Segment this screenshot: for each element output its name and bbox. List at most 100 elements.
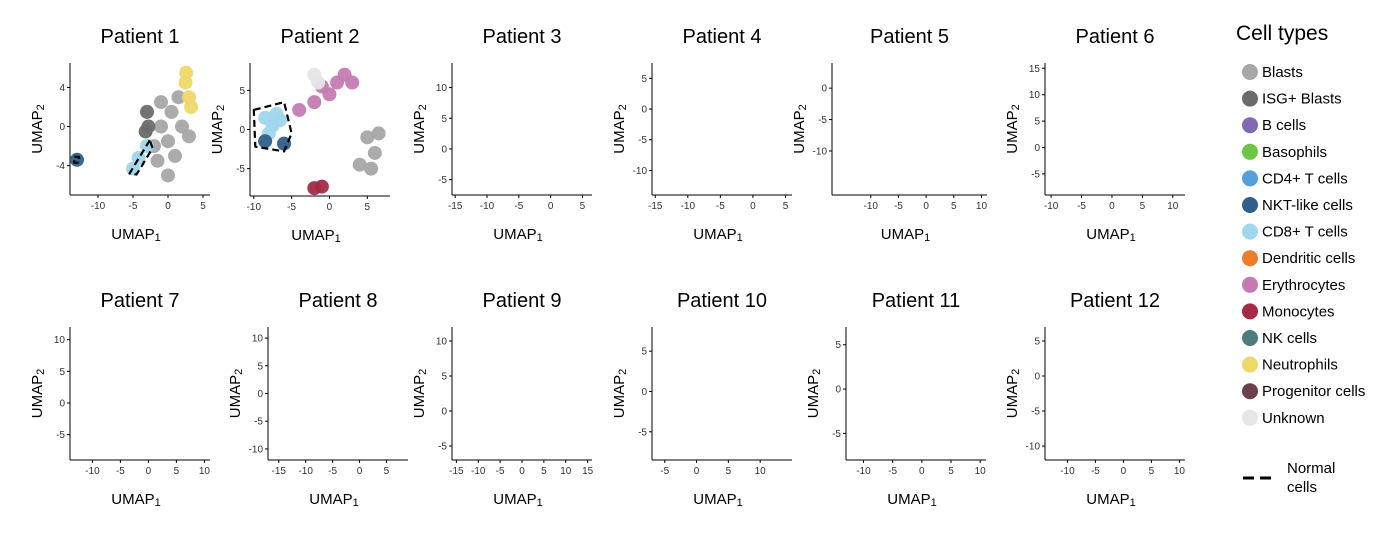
patient-panel: Patient 8 -15 -10 -5 0 5 -10 -5 0 5 10 UMAP1 UMAP2: [227, 290, 408, 509]
patient-panel: Patient 3 -15 -10 -5 0 5 -5 0 5 10 UMAP1 UMAP2: [411, 26, 592, 244]
y-tick-label: 0: [641, 105, 647, 116]
legend-item: CD4+ T cells: [1242, 170, 1348, 187]
cell-point: [70, 152, 84, 167]
legend-swatch: [1242, 223, 1258, 240]
y-tick-label: 10: [1029, 90, 1041, 101]
patient-panel: Patient 4 -15 -10 -5 0 5 -10 -5 0 5 UMAP1 UMAP2: [611, 26, 792, 244]
cell-point: [154, 95, 168, 110]
x-tick-label: -10: [1060, 466, 1075, 477]
panel-title: Patient 7: [101, 290, 180, 312]
y-tick-label: 5: [1034, 117, 1040, 128]
legend-label: Basophils: [1262, 144, 1327, 161]
cell-point: [150, 153, 165, 168]
y-tick-label: -5: [56, 430, 65, 441]
cluster: [258, 106, 288, 141]
cell-point: [314, 179, 329, 194]
y-tick-label: 5: [257, 361, 263, 372]
cell-point: [138, 124, 153, 139]
legend-item: NK cells: [1242, 330, 1317, 347]
y-tick-label: -5: [1031, 407, 1040, 418]
cell-point: [161, 168, 175, 183]
cell-point: [352, 157, 367, 172]
legend-swatch: [1242, 64, 1258, 80]
x-tick-label: 10: [976, 201, 988, 212]
y-tick-label: 5: [835, 340, 841, 351]
y-tick-label: -10: [249, 444, 264, 455]
legend-label: Blasts: [1262, 64, 1303, 81]
y-tick-label: 0: [821, 84, 827, 95]
y-tick-label: -5: [438, 442, 447, 453]
x-tick-label: 5: [174, 466, 180, 477]
patient-panel: Patient 11 -10 -5 0 5 10 -5 0 5 UMAP1 UMAP2: [805, 290, 986, 509]
y-tick-label: 5: [1034, 337, 1040, 348]
legend-item: Unknown: [1242, 409, 1325, 427]
y-axis-label: UMAP2: [209, 105, 227, 154]
legend-label: Unknown: [1262, 410, 1325, 427]
x-tick-label: 5: [580, 201, 586, 212]
x-tick-label: -10: [856, 466, 871, 477]
y-tick-label: -5: [438, 175, 447, 186]
y-tick-label: -5: [638, 427, 647, 438]
legend-item: ISG+ Blasts: [1242, 90, 1342, 108]
panel-title: Patient 8: [299, 290, 378, 312]
x-tick-label: -5: [129, 201, 138, 212]
legend-item: Monocytes: [1242, 303, 1335, 320]
x-tick-label: 5: [541, 466, 547, 477]
panel-title: Patient 11: [872, 290, 961, 312]
y-tick-label: 5: [641, 74, 647, 85]
x-tick-label: 5: [951, 201, 957, 212]
legend-item: Neutrophils: [1242, 356, 1338, 374]
y-axis-label: UMAP2: [791, 104, 809, 153]
x-tick-label: 5: [200, 201, 206, 212]
cluster: [70, 152, 84, 167]
panel-title: Patient 6: [1076, 26, 1155, 48]
y-tick-label: 5: [641, 347, 647, 358]
x-tick-label: 5: [1149, 466, 1155, 477]
x-tick-label: 10: [1167, 201, 1179, 212]
x-tick-label: -10: [471, 466, 486, 477]
y-tick-label: 10: [54, 335, 66, 346]
legend-normal-cells-line2: cells: [1287, 479, 1317, 496]
cell-point: [292, 102, 307, 117]
x-axis-label: UMAP1: [111, 491, 160, 509]
x-tick-label: 5: [948, 466, 954, 477]
y-axis-label: UMAP2: [29, 104, 47, 153]
x-tick-label: -5: [514, 201, 523, 212]
y-tick-label: 0: [641, 387, 647, 398]
x-tick-label: -5: [496, 466, 505, 477]
panel-title: Patient 4: [683, 26, 762, 48]
x-tick-label: 0: [694, 466, 700, 477]
y-tick-label: 0: [239, 125, 245, 136]
legend-swatch: [1242, 117, 1258, 134]
y-axis-label: UMAP2: [411, 369, 429, 418]
panel-title: Patient 10: [677, 290, 767, 312]
cell-point: [269, 106, 284, 121]
y-tick-label: 0: [835, 385, 841, 396]
cell-point: [367, 145, 382, 160]
x-tick-label: 5: [365, 202, 371, 213]
x-axis-label: UMAP1: [693, 226, 742, 244]
cell-point: [371, 126, 386, 141]
legend-swatch: [1242, 90, 1258, 107]
x-tick-label: 5: [1140, 201, 1146, 212]
x-tick-label: -5: [660, 466, 669, 477]
x-tick-label: 0: [1109, 201, 1115, 212]
legend-label: ISG+ Blasts: [1262, 91, 1342, 108]
legend-label: Monocytes: [1262, 303, 1335, 320]
legend-items: Blasts ISG+ Blasts B cells Basophils CD4+ T …: [1242, 64, 1365, 427]
cell-point: [140, 104, 154, 119]
y-tick-label: 15: [1029, 64, 1041, 75]
cluster: [178, 65, 199, 114]
y-tick-label: -5: [1031, 169, 1040, 180]
x-tick-label: -10: [85, 466, 100, 477]
x-tick-label: 0: [919, 466, 925, 477]
cell-point: [164, 104, 179, 119]
cell-point: [171, 90, 186, 105]
cell-point: [179, 65, 194, 80]
y-tick-label: -10: [633, 166, 648, 177]
x-tick-label: 5: [783, 201, 789, 212]
y-axis-label: UMAP2: [227, 369, 245, 418]
y-axis-label: UMAP2: [411, 104, 429, 153]
x-tick-label: -5: [888, 466, 897, 477]
y-tick-label: -5: [638, 135, 647, 146]
